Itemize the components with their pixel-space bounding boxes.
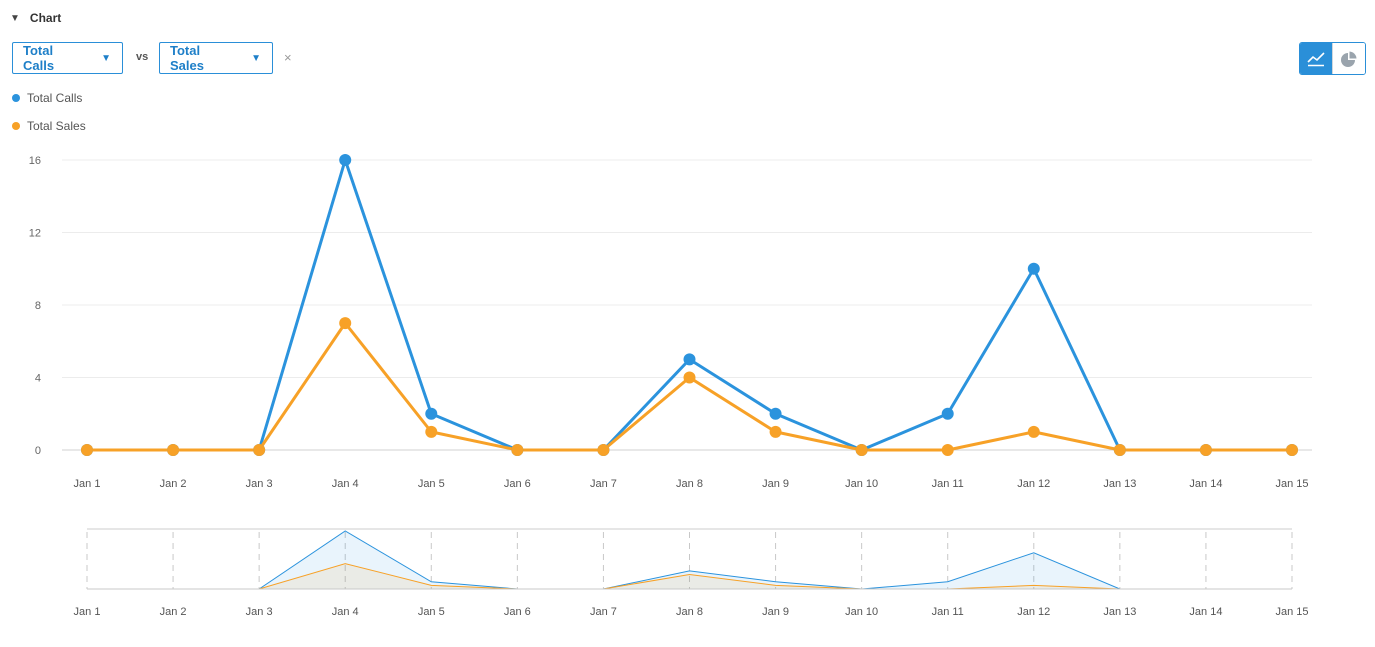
data-point bbox=[425, 407, 438, 420]
data-point bbox=[1199, 444, 1212, 456]
data-point bbox=[339, 154, 352, 166]
navigator-x-tick-label: Jan 15 bbox=[1275, 606, 1308, 618]
line-chart-icon bbox=[1307, 51, 1325, 66]
data-point bbox=[339, 317, 352, 330]
y-tick-label: 0 bbox=[35, 445, 41, 457]
data-point bbox=[253, 444, 266, 456]
data-point bbox=[1286, 444, 1298, 456]
pie-view-button[interactable] bbox=[1332, 43, 1365, 74]
data-point bbox=[683, 353, 696, 366]
metric-a-dropdown[interactable]: Total Calls ▼ bbox=[12, 42, 123, 74]
dropdown-arrow-icon: ▼ bbox=[101, 52, 111, 64]
y-tick-label: 4 bbox=[35, 373, 41, 385]
data-point bbox=[597, 444, 610, 456]
data-point bbox=[941, 444, 954, 456]
series-line bbox=[87, 158, 1292, 452]
y-tick-label: 16 bbox=[29, 155, 41, 167]
data-point bbox=[683, 371, 696, 384]
data-point bbox=[81, 444, 93, 456]
legend-label-calls: Total Calls bbox=[27, 91, 83, 105]
x-tick-label: Jan 10 bbox=[845, 478, 878, 490]
navigator-series-line bbox=[87, 563, 1292, 590]
x-tick-label: Jan 12 bbox=[1017, 478, 1050, 490]
navigator-x-tick-label: Jan 1 bbox=[74, 606, 101, 618]
x-tick-label: Jan 6 bbox=[504, 478, 531, 490]
vs-label: vs bbox=[136, 51, 149, 63]
navigator-x-tick-label: Jan 5 bbox=[418, 606, 445, 618]
dropdown-arrow-icon: ▼ bbox=[251, 52, 261, 64]
data-point bbox=[1027, 425, 1040, 438]
metric-b-dropdown[interactable]: Total Sales ▼ bbox=[159, 42, 273, 74]
data-point bbox=[597, 444, 610, 456]
data-point bbox=[1199, 444, 1212, 456]
navigator-x-tick-label: Jan 4 bbox=[332, 606, 359, 618]
data-point bbox=[167, 444, 180, 456]
clear-comparison-button[interactable]: × bbox=[284, 50, 292, 65]
navigator-area bbox=[87, 563, 1292, 589]
navigator-x-tick-label: Jan 9 bbox=[762, 606, 789, 618]
navigator-x-tick-label: Jan 13 bbox=[1103, 606, 1136, 618]
legend-dot-sales bbox=[12, 122, 20, 130]
navigator-area bbox=[87, 531, 1292, 589]
section-title: Chart bbox=[29, 11, 62, 25]
series-line bbox=[87, 321, 1292, 452]
x-tick-label: Jan 8 bbox=[676, 478, 703, 490]
y-tick-label: 8 bbox=[35, 300, 41, 312]
chart-view-toggle bbox=[1299, 42, 1366, 75]
metric-a-label: Total Calls bbox=[23, 43, 55, 73]
data-point bbox=[511, 444, 524, 456]
legend-item-sales[interactable]: Total Sales bbox=[12, 118, 86, 134]
data-point bbox=[425, 425, 438, 438]
data-point bbox=[253, 444, 266, 456]
x-tick-label: Jan 1 bbox=[74, 478, 101, 490]
legend-label-sales: Total Sales bbox=[27, 119, 86, 133]
data-point bbox=[511, 444, 524, 456]
navigator-x-tick-label: Jan 6 bbox=[504, 606, 531, 618]
data-point bbox=[769, 425, 782, 438]
data-point bbox=[855, 444, 868, 456]
x-tick-label: Jan 2 bbox=[160, 478, 187, 490]
navigator-x-tick-label: Jan 14 bbox=[1189, 606, 1222, 618]
pie-chart-icon bbox=[1341, 51, 1357, 67]
legend-item-calls[interactable]: Total Calls bbox=[12, 90, 86, 106]
x-tick-label: Jan 15 bbox=[1275, 478, 1308, 490]
navigator-x-tick-label: Jan 3 bbox=[246, 606, 273, 618]
navigator-x-tick-label: Jan 8 bbox=[676, 606, 703, 618]
navigator-x-tick-label: Jan 2 bbox=[160, 606, 187, 618]
metric-b-label: Total Sales bbox=[170, 43, 204, 73]
data-point bbox=[1286, 444, 1298, 456]
chart-section-toggle[interactable]: ▼ Chart bbox=[10, 9, 61, 27]
x-tick-label: Jan 11 bbox=[932, 478, 964, 490]
data-point bbox=[941, 407, 954, 420]
data-point bbox=[81, 444, 93, 456]
line-view-button[interactable] bbox=[1300, 43, 1332, 74]
x-tick-label: Jan 13 bbox=[1103, 478, 1136, 490]
data-point bbox=[769, 407, 782, 420]
navigator-x-tick-label: Jan 7 bbox=[590, 606, 617, 618]
navigator-series-line bbox=[87, 530, 1292, 590]
y-tick-label: 12 bbox=[29, 228, 41, 240]
caret-down-icon: ▼ bbox=[10, 12, 20, 24]
legend-dot-calls bbox=[12, 94, 20, 102]
x-tick-label: Jan 7 bbox=[590, 478, 617, 490]
navigator-x-tick-label: Jan 12 bbox=[1017, 606, 1050, 618]
x-tick-label: Jan 5 bbox=[418, 478, 445, 490]
data-point bbox=[1027, 262, 1040, 275]
data-point bbox=[1113, 444, 1126, 456]
chart-legend: Total Calls Total Sales bbox=[12, 90, 86, 146]
data-point bbox=[855, 444, 868, 456]
data-point bbox=[167, 444, 180, 456]
x-tick-label: Jan 14 bbox=[1189, 478, 1222, 490]
x-tick-label: Jan 9 bbox=[762, 478, 789, 490]
x-tick-label: Jan 4 bbox=[332, 478, 359, 490]
x-tick-label: Jan 3 bbox=[246, 478, 273, 490]
data-point bbox=[1113, 444, 1126, 456]
navigator-x-tick-label: Jan 10 bbox=[845, 606, 878, 618]
navigator-x-tick-label: Jan 11 bbox=[932, 606, 964, 618]
